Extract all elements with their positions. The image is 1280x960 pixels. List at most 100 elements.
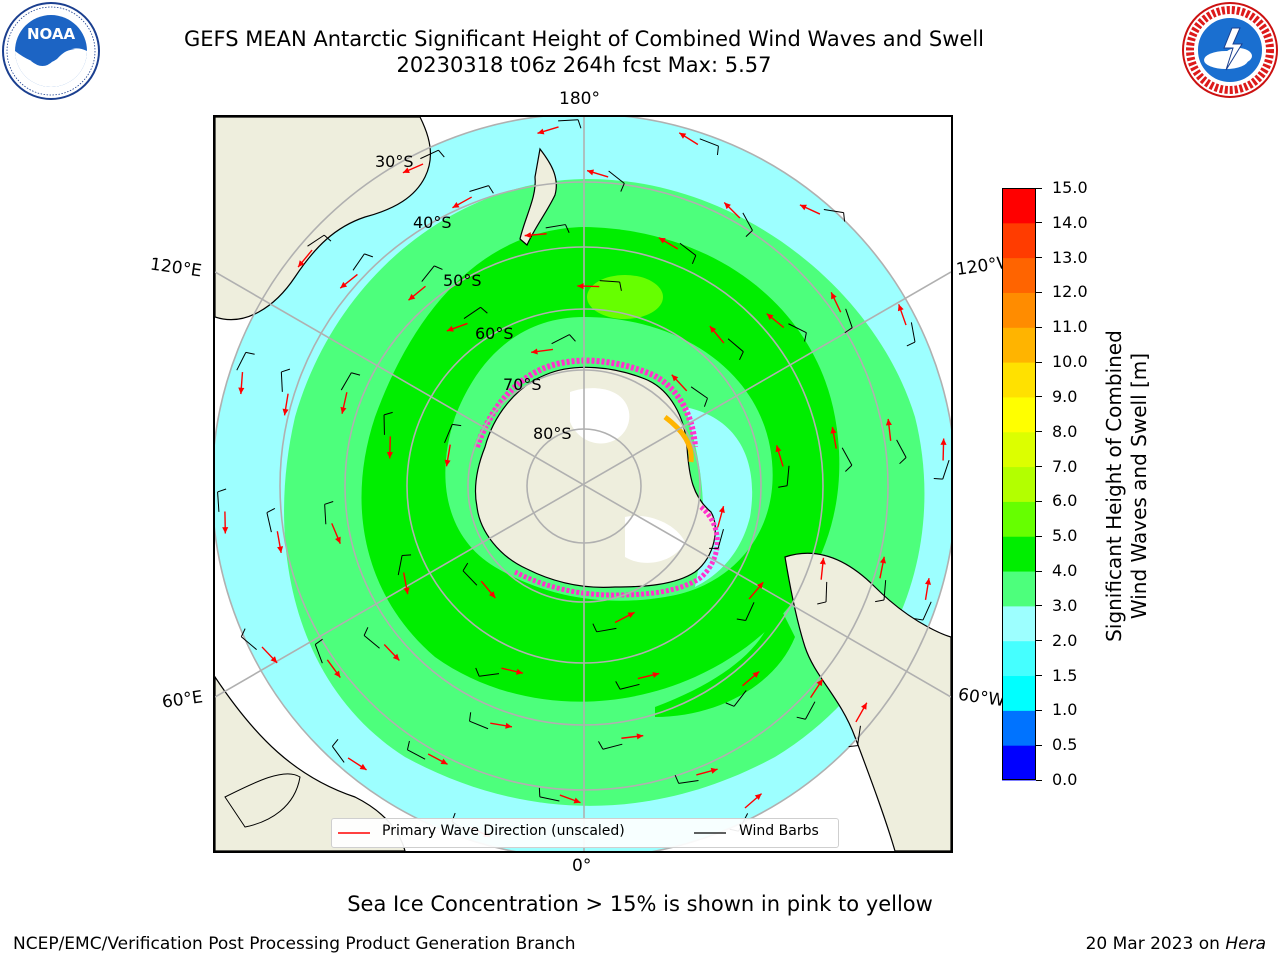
wind-barb-staff xyxy=(596,627,617,633)
wave-arrow-head xyxy=(766,313,774,320)
wind-barb-feather xyxy=(323,234,332,242)
lon-label-top: 180° xyxy=(559,89,600,109)
colorbar-swatch xyxy=(1002,675,1036,711)
chart-title: GEFS MEAN Antarctic Significant Height o… xyxy=(183,27,985,51)
wind-barb-feather xyxy=(615,681,621,690)
graticule xyxy=(215,117,951,851)
colorbar-tick-label: 14.0 xyxy=(1052,212,1088,232)
wave-arrow-head xyxy=(386,451,393,459)
wind-barb-staff xyxy=(699,138,719,147)
noaa-logo: NOAA xyxy=(2,2,100,100)
colorbar-swatch xyxy=(1002,396,1036,433)
wind-barb-staff xyxy=(340,372,352,391)
colorbar-swatch xyxy=(1002,501,1036,537)
wind-barb-staff xyxy=(314,644,323,664)
colorbar-tick-label: 4.0 xyxy=(1052,561,1078,581)
wave-arrow-head xyxy=(652,671,660,678)
wave-arrow-head xyxy=(577,283,584,290)
wave-arrow-head xyxy=(756,582,764,589)
wind-barb-feather xyxy=(703,398,708,407)
colorbar-tick-label: 0.0 xyxy=(1052,770,1078,789)
wind-barb-feather xyxy=(845,464,853,472)
wave-arrow-head xyxy=(340,406,347,414)
wave-arrow-head xyxy=(403,587,410,595)
wave-arrow-head xyxy=(335,536,341,544)
wave-arrow-head xyxy=(816,679,823,687)
wind-barb-staff xyxy=(240,636,257,651)
vector-layer xyxy=(217,119,950,838)
colorbar-tick-label: 10.0 xyxy=(1052,352,1088,372)
wind-barb-staff xyxy=(678,780,699,784)
wave-arrow-head xyxy=(709,326,717,333)
wind-barb-feather xyxy=(592,623,598,633)
wind-barb-staff xyxy=(363,635,380,649)
colorbar-tick-label: 2.0 xyxy=(1052,630,1078,650)
colorbar-swatch xyxy=(1002,536,1036,572)
lon-label-upper-left: 120°E xyxy=(148,254,203,282)
colorbar-tick-mark xyxy=(1036,675,1042,677)
wind-barb-staff xyxy=(742,212,753,231)
wave-arrow-head xyxy=(531,348,538,355)
map-canvas xyxy=(215,117,951,851)
wind-barb-staff xyxy=(619,683,640,690)
footer-date-text: 20 Mar 2023 on xyxy=(1085,934,1226,954)
legend-wave-line xyxy=(338,832,370,834)
wind-barb-feather xyxy=(691,255,697,264)
wind-barb-staff xyxy=(324,504,327,525)
wind-barb-staff xyxy=(805,701,816,720)
wave-arrow-head xyxy=(925,578,932,585)
legend-wave-label: Primary Wave Direction (unscaled) xyxy=(382,823,625,839)
wave-arrow-head xyxy=(799,204,807,211)
colorbar-tick-mark xyxy=(1036,744,1042,746)
colorbar-tick-mark xyxy=(1036,326,1042,328)
map-panel xyxy=(213,115,953,853)
colorbar-swatch xyxy=(1002,362,1036,398)
colorbar-tick-mark xyxy=(1036,535,1042,537)
colorbar-tick-label: 13.0 xyxy=(1052,247,1088,267)
lon-label-bottom: 0° xyxy=(572,856,592,876)
wind-barb-staff xyxy=(841,447,853,466)
wind-barb-feather xyxy=(281,368,291,373)
wind-barb-feather xyxy=(745,230,753,237)
wind-barb-feather xyxy=(736,618,746,621)
wave-band-5-6m xyxy=(587,275,663,319)
wind-barb-feather xyxy=(406,740,410,750)
wave-arrow-head xyxy=(587,169,595,176)
wave-arrow-head xyxy=(392,653,400,661)
wave-band-inner-low xyxy=(685,407,753,587)
wind-barb-feather xyxy=(469,712,472,722)
colorbar-label: Significant Height of Combined Wind Wave… xyxy=(1102,330,1152,642)
footer-date: 20 Mar 2023 on Hera xyxy=(1086,934,1266,954)
wave-arrow-head xyxy=(831,292,837,300)
lat-label-60s: 60°S xyxy=(475,324,514,343)
wind-barb-feather xyxy=(462,562,469,572)
wind-barb-staff xyxy=(352,253,365,271)
legend-barb-line xyxy=(694,832,726,834)
lat-label-40s: 40°S xyxy=(413,213,452,232)
wind-barb-staff xyxy=(823,209,844,214)
wave-arrow-head xyxy=(359,763,367,770)
wind-barb-feather xyxy=(383,411,393,416)
colorbar-swatch xyxy=(1002,327,1036,363)
colorbar-tick-label: 0.5 xyxy=(1052,735,1078,755)
wave-arrow-head xyxy=(444,459,451,467)
wind-barb-staff xyxy=(236,352,247,371)
wind-barb-feather xyxy=(324,501,334,505)
colorbar-swatch xyxy=(1002,222,1036,259)
nws-logo xyxy=(1182,2,1278,98)
colorbar xyxy=(1002,188,1036,781)
colorbar-swatch xyxy=(1002,745,1036,781)
colorbar-tick-label: 11.0 xyxy=(1052,317,1088,337)
wave-arrow-head xyxy=(282,408,289,416)
colorbar-tick-mark xyxy=(1036,779,1042,781)
colorbar-swatch xyxy=(1002,257,1036,293)
wind-barb-feather xyxy=(899,457,907,465)
lon-label-lower-left: 60°E xyxy=(160,687,205,713)
footer-branch: NCEP/EMC/Verification Post Processing Pr… xyxy=(13,934,576,954)
south-america xyxy=(784,552,951,851)
wind-barb-feather xyxy=(843,212,846,222)
wave-arrow-head xyxy=(940,438,947,445)
wind-barb-staff xyxy=(407,749,426,760)
wind-barb-feather xyxy=(716,146,719,156)
wind-barb-staff xyxy=(558,119,579,122)
